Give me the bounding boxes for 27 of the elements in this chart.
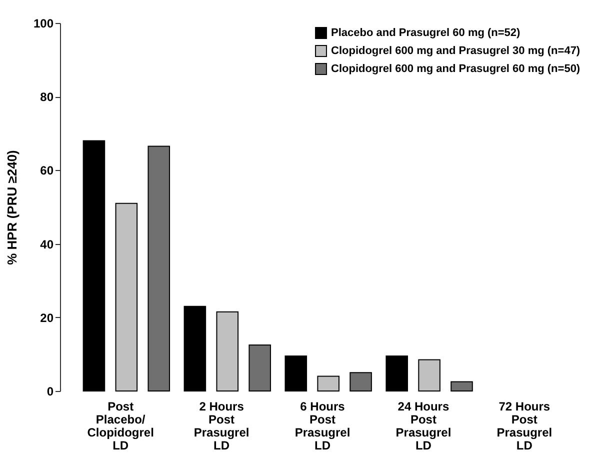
- y-axis-title: % HPR (PRU ≥240): [4, 150, 20, 265]
- bar: [350, 372, 372, 392]
- y-tick-label: 100: [33, 16, 54, 30]
- bar: [115, 202, 138, 392]
- bar: [82, 140, 106, 392]
- y-tick-label: 80: [40, 90, 54, 104]
- legend-label: Clopidogrel 600 mg and Prasugrel 60 mg (n=50): [331, 63, 580, 75]
- y-tick-label: 20: [40, 310, 54, 325]
- bar: [317, 376, 340, 392]
- y-tick-label: 0: [46, 384, 54, 398]
- x-tick-label: Post Placebo/ Clopidogrel LD: [87, 400, 154, 452]
- bar: [148, 146, 170, 392]
- bar: [418, 359, 440, 392]
- bar: [450, 381, 473, 392]
- x-tick-label: 72 Hours Post Prasugrel LD: [496, 400, 552, 452]
- y-tick-label: 40: [40, 237, 54, 252]
- x-tick-label: 2 Hours Post Prasugrel LD: [194, 400, 250, 452]
- bar: [216, 311, 239, 392]
- bar: [284, 356, 308, 392]
- x-tick-label: 24 Hours Post Prasugrel LD: [396, 400, 452, 452]
- bar: [386, 356, 408, 392]
- bar: [248, 344, 271, 392]
- bar: [184, 306, 206, 392]
- y-tick-label: 60: [40, 164, 54, 178]
- legend-label: Placebo and Prasugrel 60 mg (n=52): [331, 27, 521, 39]
- legend-label: Clopidogrel 600 mg and Prasugrel 30 mg (n=47): [331, 45, 580, 57]
- x-tick-label: 6 Hours Post Prasugrel LD: [294, 400, 350, 452]
